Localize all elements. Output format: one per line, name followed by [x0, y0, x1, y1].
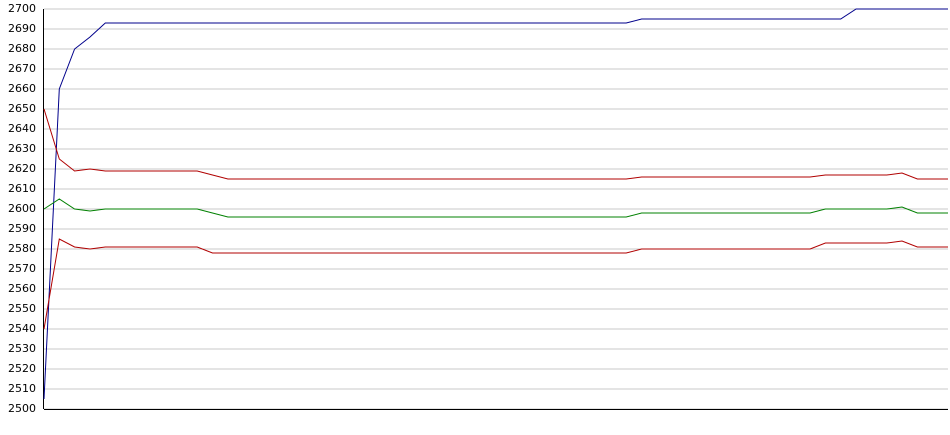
y-tick-label: 2630: [8, 142, 36, 155]
y-tick-label: 2640: [8, 122, 36, 135]
y-tick-label: 2530: [8, 342, 36, 355]
y-tick-label: 2660: [8, 82, 36, 95]
y-tick-label: 2560: [8, 282, 36, 295]
y-tick-label: 2690: [8, 22, 36, 35]
y-tick-label: 2600: [8, 202, 36, 215]
y-tick-label: 2500: [8, 402, 36, 415]
y-tick-label: 2670: [8, 62, 36, 75]
y-tick-label: 2520: [8, 362, 36, 375]
y-tick-label: 2650: [8, 102, 36, 115]
series-line: [43, 8, 948, 400]
y-tick-label: 2590: [8, 222, 36, 235]
y-tick-label: 2580: [8, 242, 36, 255]
y-tick-label: 2610: [8, 182, 36, 195]
series-line: [43, 198, 948, 218]
y-tick-label: 2550: [8, 302, 36, 315]
y-tick-label: 2570: [8, 262, 36, 275]
y-tick-label: 2680: [8, 42, 36, 55]
y-tick-label: 2620: [8, 162, 36, 175]
series-line: [43, 238, 948, 330]
y-tick-label: 2700: [8, 2, 36, 15]
y-tick-label: 2510: [8, 382, 36, 395]
y-tick-label: 2540: [8, 322, 36, 335]
series-line: [43, 108, 948, 180]
